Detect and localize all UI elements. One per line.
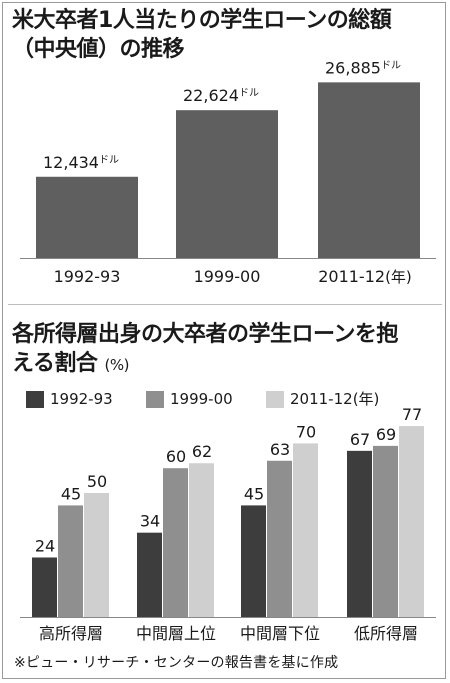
legend-year-suffix: (年) xyxy=(352,390,380,408)
chart2-bar-中間層上位-2011-12 xyxy=(189,463,214,617)
chart1-category-label-2011-12: 2011-12(年) xyxy=(318,267,412,286)
chart2-title-line1: 各所得層出身の大卒者の学生ローンを抱 xyxy=(12,322,398,347)
chart2-value-label-高所得層-2011-12: 50 xyxy=(87,472,107,491)
chart2-title-line2-text: える割合 xyxy=(12,351,98,376)
chart2-title: 各所得層出身の大卒者の学生ローンを抱 える割合 (%) xyxy=(12,320,442,380)
chart2-value-label-高所得層-1992-93: 24 xyxy=(35,536,55,555)
chart1-bar-1999-00 xyxy=(176,110,278,258)
legend-label-1999-00: 1999-00 xyxy=(170,390,233,408)
chart2-category-label-中間層下位: 中間層下位 xyxy=(240,624,320,643)
chart2-value-label-高所得層-1999-00: 45 xyxy=(61,484,81,503)
chart1-title-line2: （中央値）の推移 xyxy=(12,37,185,62)
chart1-title-line1: 米大卒者1人当たりの学生ローンの総額 xyxy=(12,8,392,33)
chart2-bar-中間層下位-1992-93 xyxy=(241,505,266,617)
chart2-title-line2: える割合 (%) xyxy=(12,349,442,380)
chart1-value-label-1999-00: 22,624ドル xyxy=(183,86,259,105)
legend-swatch-1999-00 xyxy=(146,391,164,408)
chart1-bar-2011-12 xyxy=(318,82,420,258)
chart2-bar-高所得層-2011-12 xyxy=(84,493,109,617)
chart1-category-label-1999-00: 1999-00 xyxy=(194,267,261,286)
chart2-bar-中間層上位-1992-93 xyxy=(137,532,162,617)
chart2-bar-低所得層-1992-93 xyxy=(347,450,372,617)
chart2-category-label-低所得層: 低所得層 xyxy=(354,624,418,643)
chart2-category-label-中間層上位: 中間層上位 xyxy=(136,624,216,643)
chart-divider xyxy=(8,304,442,305)
chart2-value-label-中間層上位-2011-12: 62 xyxy=(192,442,212,461)
chart2-value-label-中間層上位-1999-00: 60 xyxy=(166,447,186,466)
chart2-category-label-高所得層: 高所得層 xyxy=(39,624,103,643)
chart1-bar-1992-93 xyxy=(36,176,138,258)
figure-frame xyxy=(2,2,446,679)
chart2-value-label-中間層上位-1992-93: 34 xyxy=(140,512,160,531)
footnote: ※ピュー・リサーチ・センターの報告書を基に作成 xyxy=(14,655,339,671)
chart2-value-label-中間層下位-1999-00: 63 xyxy=(270,440,290,459)
chart2-bar-低所得層-1999-00 xyxy=(373,445,398,617)
legend-label-2011-12: 2011-12(年) xyxy=(290,389,379,409)
chart2-bar-中間層下位-2011-12 xyxy=(293,443,318,617)
chart2-bar-低所得層-2011-12 xyxy=(399,426,424,617)
legend-swatch-1992-93 xyxy=(26,391,44,408)
legend-label-2011-12-year: 2011-12 xyxy=(290,390,353,408)
chart2-bar-中間層下位-1999-00 xyxy=(267,460,292,617)
legend-label-1992-93: 1992-93 xyxy=(50,390,113,408)
chart2-bar-高所得層-1992-93 xyxy=(32,557,57,617)
chart2-value-label-低所得層-2011-12: 77 xyxy=(402,405,422,424)
chart2-value-label-中間層下位-1992-93: 45 xyxy=(244,484,264,503)
chart2-unit-label: (%) xyxy=(104,356,130,374)
chart2-value-label-低所得層-1999-00: 69 xyxy=(376,425,396,444)
legend-swatch-2011-12 xyxy=(266,391,284,408)
chart1-title: 米大卒者1人当たりの学生ローンの総額 （中央値）の推移 xyxy=(12,6,442,64)
chart1-value-label-1992-93: 12,434ドル xyxy=(43,153,119,172)
chart1-category-label-1992-93: 1992-93 xyxy=(54,267,121,286)
chart2-bar-高所得層-1999-00 xyxy=(58,505,83,617)
chart2-value-label-低所得層-1992-93: 67 xyxy=(350,430,370,449)
chart2-bar-中間層上位-1999-00 xyxy=(163,468,188,617)
chart2-value-label-中間層下位-2011-12: 70 xyxy=(296,422,316,441)
chart1-value-label-2011-12: 26,885ドル xyxy=(325,58,401,77)
